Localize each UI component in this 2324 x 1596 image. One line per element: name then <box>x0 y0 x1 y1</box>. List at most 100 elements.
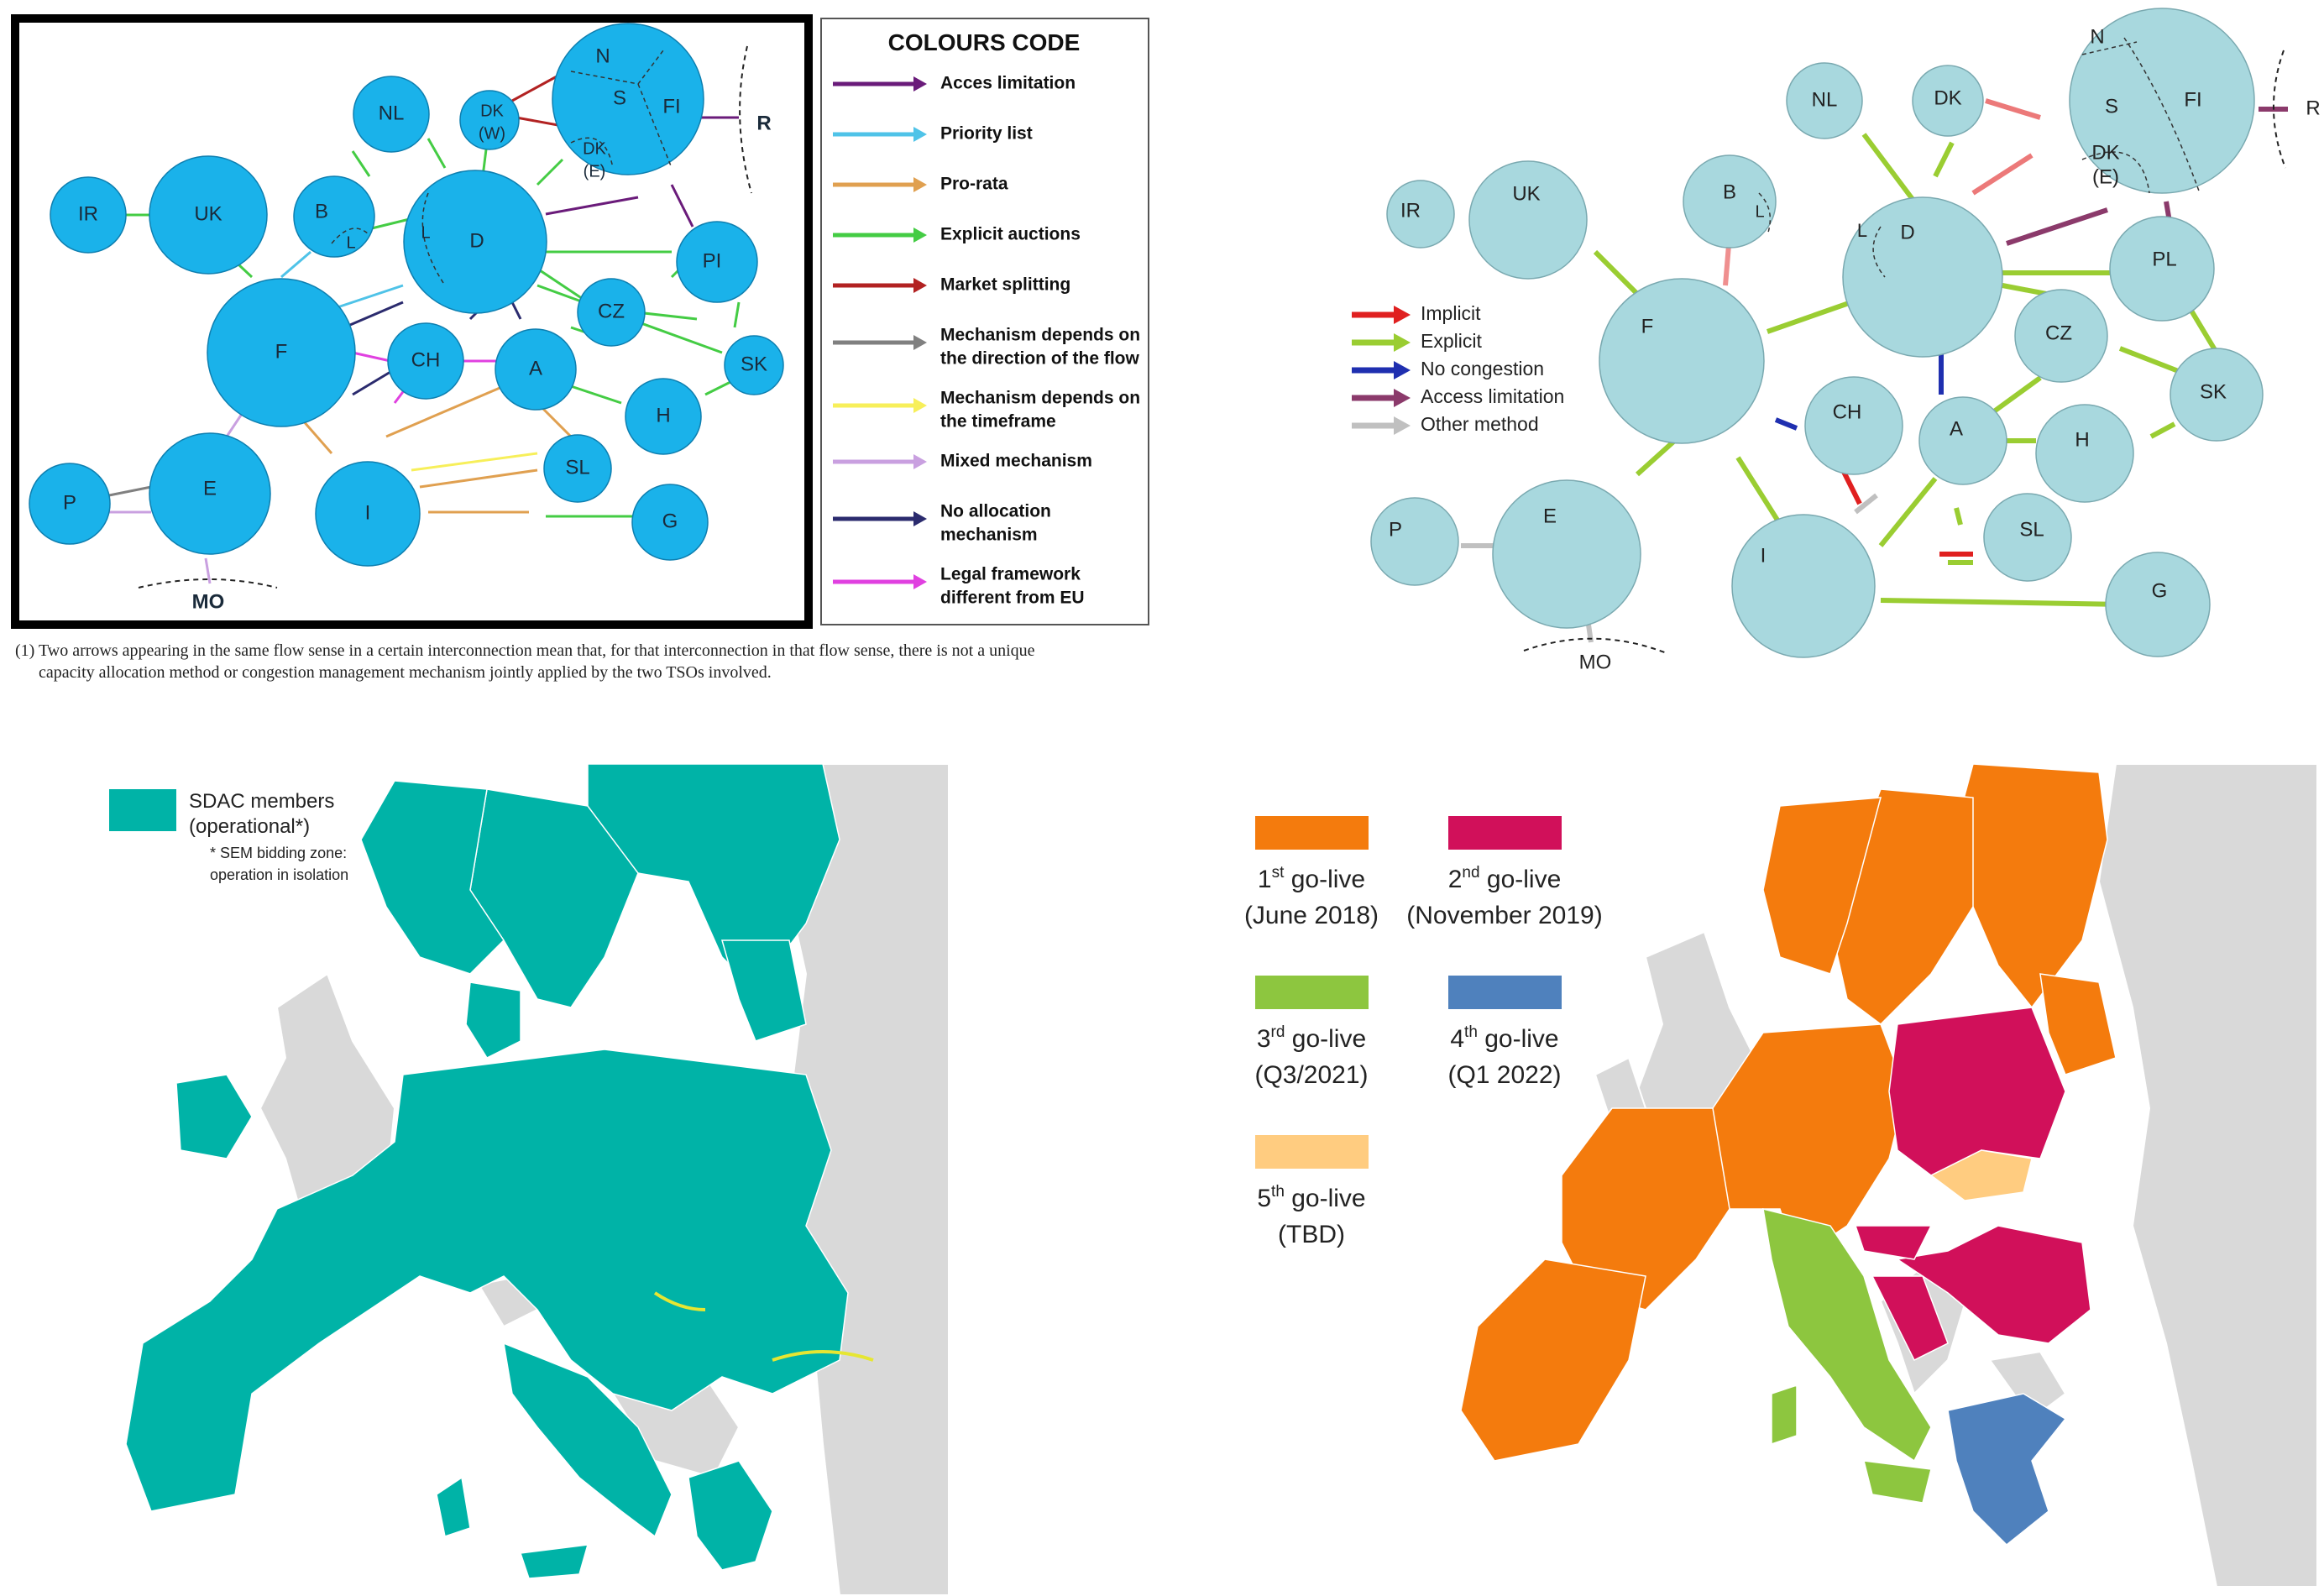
legend-items: Acces limitation Priority list Pro-rata Exp… <box>833 74 1140 608</box>
sdac-legend-label-2: (operational*) <box>189 815 310 838</box>
legend-label: Access limitation <box>1421 385 1564 407</box>
border-highlight-2 <box>772 1350 874 1362</box>
footnote: (1) Two arrows appearing in the same flo… <box>15 640 1191 683</box>
legend-phase: 2nd go-live <box>1448 864 1562 893</box>
svg-text:IR: IR <box>1400 199 1421 222</box>
svg-text:FI: FI <box>662 95 680 118</box>
method-legend: Implicit Explicit No congestion Access limi… <box>1352 302 1564 435</box>
legend-label: Market splitting <box>940 275 1070 295</box>
legend-item: Acces limitation <box>833 74 1076 93</box>
allocation-method-diagram: IR UK NL DK N S FI DK (E) R B L L D PL F… <box>1352 8 2321 673</box>
sem-note-1: * SEM bidding zone: <box>210 845 347 861</box>
legend-label: No congestion <box>1421 358 1544 379</box>
svg-text:(E): (E) <box>2092 165 2119 188</box>
internal-borders <box>1758 37 2201 278</box>
legend-item: Priority list <box>833 124 1033 144</box>
legend-arrowhead <box>913 574 927 589</box>
node-circles <box>1370 8 2264 658</box>
svg-text:DK: DK <box>2091 141 2119 164</box>
svg-text:(W): (W) <box>479 124 505 143</box>
svg-text:N: N <box>2090 25 2104 48</box>
legend-item: Access limitation <box>1352 385 1564 407</box>
node-labels: IR UK NL DK N S FI DK (E) R B L L D PL F… <box>1389 25 2321 673</box>
svg-text:SK: SK <box>741 353 767 375</box>
legend-label: Implicit <box>1421 302 1481 324</box>
svg-text:MO: MO <box>192 590 225 613</box>
svg-text:CZ: CZ <box>2045 322 2072 344</box>
svg-text:SL: SL <box>2019 518 2044 541</box>
legend-item: Explicit <box>1352 330 1482 352</box>
svg-text:R: R <box>756 112 771 134</box>
legend-arrowhead <box>1394 389 1411 407</box>
colours-code-legend <box>820 18 1149 625</box>
legend-arrowhead <box>913 127 927 142</box>
svg-text:I: I <box>365 501 371 524</box>
legend-date: (TBD) <box>1278 1221 1345 1248</box>
svg-text:IR: IR <box>78 202 98 225</box>
legend-label: Mixed mechanism <box>940 452 1092 471</box>
legend-arrowhead <box>913 454 927 469</box>
legend-label: Mechanism depends on <box>940 326 1140 345</box>
legend-item: No allocation mechanism <box>833 502 1051 545</box>
svg-text:H: H <box>2075 428 2089 451</box>
go-live-legend-item: 4th go-live (Q1 2022) <box>1447 976 1562 1089</box>
legend-swatch <box>1448 976 1562 1009</box>
svg-text:CH: CH <box>1833 400 1862 423</box>
legend-arrowhead <box>913 278 927 293</box>
legend-label: Explicit <box>1421 330 1482 352</box>
svg-text:E: E <box>1543 505 1557 527</box>
footnote-line-1: (1) Two arrows appearing in the same flo… <box>15 641 1035 660</box>
svg-text:DK: DK <box>480 102 504 120</box>
phase-1-countries <box>1460 763 2117 1462</box>
go-live-legend: 1st go-live (June 2018) 2nd go-live (Novemb… <box>1244 816 1603 1248</box>
svg-text:PL: PL <box>2152 248 2176 270</box>
legend-item: Mechanism depends on the direction of the… <box>833 326 1140 369</box>
svg-text:L: L <box>346 233 355 252</box>
legend-phase: 3rd go-live <box>1257 1023 1366 1053</box>
node-circles <box>29 23 784 567</box>
svg-text:S: S <box>613 86 626 109</box>
svg-text:NL: NL <box>1812 88 1838 111</box>
legend-arrowhead <box>913 228 927 243</box>
legend-label: different from EU <box>940 589 1085 608</box>
sdac-legend-label-1: SDAC members <box>189 790 334 813</box>
legend-date: (Q3/2021) <box>1254 1061 1368 1089</box>
go-live-legend-item: 3rd go-live (Q3/2021) <box>1254 976 1369 1089</box>
svg-text:P: P <box>63 491 76 514</box>
legend-arrowhead <box>913 177 927 192</box>
svg-text:B: B <box>1723 181 1736 203</box>
sdac-legend-swatch <box>109 789 176 831</box>
legend-label: No allocation <box>940 502 1051 521</box>
svg-text:E: E <box>203 477 217 500</box>
mo-boundary <box>138 578 278 589</box>
phase-2-countries <box>1854 1007 2091 1362</box>
svg-text:(E): (E) <box>584 162 606 181</box>
legend-label: Explicit auctions <box>940 225 1081 244</box>
svg-text:F: F <box>275 340 288 363</box>
svg-text:FI: FI <box>2184 88 2201 111</box>
legend-label: Mechanism depends on <box>940 389 1140 408</box>
internal-borders <box>331 50 673 286</box>
legend-arrowhead <box>913 398 927 413</box>
svg-text:UK: UK <box>1512 182 1540 205</box>
border-highlight-1 <box>653 1291 706 1311</box>
svg-text:CH: CH <box>411 348 441 371</box>
svg-text:SK: SK <box>2200 380 2227 403</box>
member-countries <box>125 763 849 1579</box>
legend-arrowhead <box>1394 361 1411 379</box>
legend-arrowhead <box>1394 416 1411 435</box>
svg-text:PI: PI <box>703 249 722 272</box>
legend-label: Pro-rata <box>940 175 1008 194</box>
legend-item: Explicit auctions <box>833 225 1081 244</box>
node-labels: IR UK NL DK (W) N S FI DK (E) R B L L D … <box>63 44 772 613</box>
svg-text:L: L <box>1857 220 1867 241</box>
phase-4-countries <box>1947 1393 2067 1546</box>
legend-item: Mechanism depends on the timeframe <box>833 389 1140 432</box>
legend-title: COLOURS CODE <box>888 29 1081 55</box>
legend-label: Legal framework <box>940 565 1081 584</box>
svg-text:G: G <box>662 510 678 532</box>
legend-item: No congestion <box>1352 358 1544 379</box>
svg-text:L: L <box>1755 202 1764 221</box>
legend-arrowhead <box>913 76 927 92</box>
svg-text:SL: SL <box>565 456 589 479</box>
